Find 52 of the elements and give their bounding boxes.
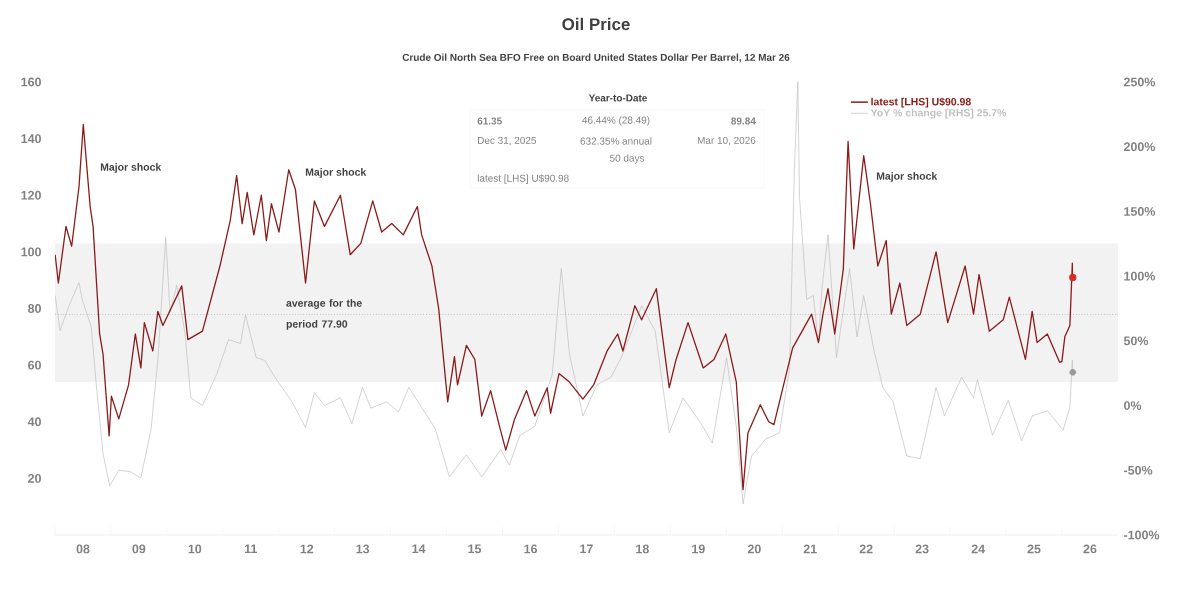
- annotation: Year-to-Date: [588, 94, 648, 102]
- x-tick-label: 24: [971, 544, 985, 554]
- annotation: Mar 10, 2026: [697, 136, 756, 146]
- y2-tick-label: 250%: [1123, 77, 1156, 87]
- annotation: Major shock: [305, 168, 367, 178]
- x-tick-label: 25: [1027, 544, 1041, 554]
- y2-tick-label: 50%: [1123, 336, 1149, 346]
- x-tick-label: 17: [580, 544, 593, 554]
- chart-subtitle: Crude Oil North Sea BFO Free on Board United States Dollar Per Barrel, 12 Mar 26: [402, 53, 790, 63]
- x-tick-label: 09: [132, 544, 146, 554]
- annotation: latest [LHS] U$90.98: [477, 174, 569, 184]
- x-tick-label: 26: [1083, 544, 1097, 554]
- x-tick-label: 10: [188, 544, 202, 554]
- annotation: 46.44% (28.49): [582, 116, 650, 126]
- y2-tick-label: 0%: [1124, 401, 1142, 410]
- x-tick-label: 19: [692, 544, 705, 554]
- x-tick-label: 16: [524, 544, 538, 554]
- annotation: 61.35: [477, 117, 502, 125]
- y-tick-label: 40: [27, 417, 41, 427]
- annotation: 632.35% annual: [580, 137, 652, 145]
- chart-title: Oil Price: [562, 17, 630, 31]
- y-tick-label: 20: [28, 473, 41, 483]
- y2-tick-label: -50%: [1124, 465, 1153, 475]
- annotation: Major shock: [876, 172, 938, 182]
- legend-label: latest [LHS] U$90.98: [871, 97, 971, 108]
- annotation: 89.84: [731, 117, 756, 125]
- x-tick-label: 22: [859, 544, 873, 554]
- y-tick-label: 120: [21, 190, 41, 200]
- y-tick-label: 160: [21, 77, 41, 87]
- annotation: Dec 31, 2025: [478, 136, 537, 146]
- x-tick-label: 12: [300, 544, 314, 554]
- annotation: 50 days: [609, 154, 645, 164]
- legend-label: YoY % change [RHS] 25.7%: [870, 108, 1007, 119]
- y-tick-label: 60: [28, 360, 41, 370]
- x-tick-label: 15: [468, 544, 482, 554]
- y-tick-label: 140: [21, 134, 41, 144]
- y2-tick-label: 150%: [1124, 207, 1156, 216]
- y2-tick-label: -100%: [1124, 530, 1160, 540]
- x-tick-label: 18: [636, 544, 649, 554]
- x-tick-label: 13: [356, 544, 370, 554]
- x-tick-label: 23: [915, 544, 929, 554]
- x-tick-label: 08: [76, 544, 90, 554]
- annotation: Major shock: [100, 163, 162, 173]
- x-tick-label: 20: [747, 544, 761, 554]
- x-tick-label: 11: [244, 544, 257, 554]
- y-tick-label: 80: [28, 304, 41, 313]
- x-tick-label: 21: [803, 544, 817, 554]
- ref-line-label: average for the period 77.90: [286, 299, 362, 330]
- x-tick-label: 14: [412, 544, 426, 554]
- y2-tick-label: 200%: [1123, 142, 1156, 152]
- y-tick-label: 100: [21, 247, 41, 257]
- y2-tick-label: 100%: [1124, 271, 1156, 281]
